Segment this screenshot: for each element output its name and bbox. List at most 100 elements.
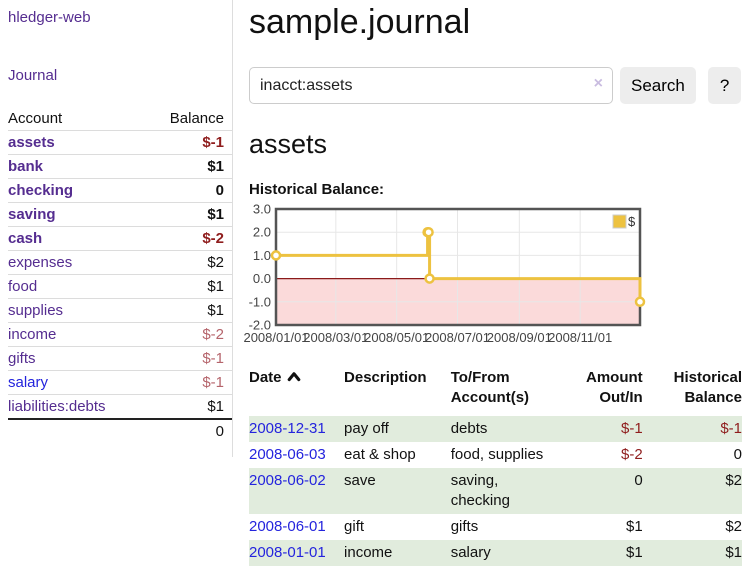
transaction-date-link[interactable]: 2008-12-31	[249, 420, 326, 437]
search-input-wrap: ×	[249, 67, 613, 104]
transaction-date-link[interactable]: 2008-06-01	[249, 518, 326, 535]
register-header-date[interactable]: Date	[249, 368, 344, 416]
main-content: sample.journal × Search ? assets Histori…	[243, 0, 742, 566]
register-row: 2008-12-31 pay off debts $-1 $-1	[249, 416, 742, 442]
account-link-checking[interactable]: checking	[8, 182, 74, 199]
transaction-balance: 0	[733, 446, 742, 463]
register-table-header-row: Date Description To/From Account(s) Amou…	[249, 368, 742, 416]
account-link-cash[interactable]: cash	[8, 230, 43, 247]
chevron-up-icon	[287, 372, 300, 382]
balance-chart: $3.0 2.0 1.0 0.0 -1.0 -2.02008/01/012008/03/0…	[243, 202, 646, 345]
account-row: checking 0	[8, 178, 232, 203]
transaction-accounts: food, supplies	[450, 446, 544, 463]
search-form: × Search ?	[249, 67, 742, 104]
accounts-header-account: Account	[8, 107, 145, 131]
account-row: food $1	[8, 274, 232, 299]
transaction-accounts: saving, checking	[450, 468, 564, 514]
svg-text:1.0: 1.0	[253, 248, 271, 263]
account-row: gifts $-1	[8, 346, 232, 371]
transaction-accounts: salary	[450, 540, 564, 566]
transaction-balance: $2	[650, 468, 742, 514]
transaction-balance: $2	[725, 518, 742, 535]
account-link-salary[interactable]: salary	[8, 374, 49, 391]
transaction-amount: $1	[563, 540, 651, 566]
account-row: supplies $1	[8, 298, 232, 323]
transaction-balance: $-1	[650, 416, 742, 442]
svg-text:2008/05/01: 2008/05/01	[364, 330, 429, 345]
transaction-date-link[interactable]: 2008-06-03	[249, 446, 326, 463]
transaction-date-link[interactable]: 2008-06-02	[249, 472, 326, 489]
account-link-food[interactable]: food	[8, 278, 38, 295]
register-row: 2008-06-03 eat & shop food, supplies $-2 0	[249, 442, 742, 468]
accounts-total-balance: 0	[144, 418, 232, 443]
register-rows: 2008-12-31 pay off debts $-1 $-1 2008-06-03 ea…	[249, 416, 742, 566]
register-row: 2008-01-01 income salary $1 $1	[249, 540, 742, 566]
accounts-total-row: 0	[8, 418, 232, 443]
chart-title: Historical Balance:	[249, 181, 385, 198]
account-row: income $-2	[8, 322, 232, 347]
search-button[interactable]: Search	[620, 67, 696, 104]
svg-text:2.0: 2.0	[253, 225, 271, 240]
account-row: expenses $2	[8, 250, 232, 275]
account-balance: $2	[144, 250, 232, 275]
brand-link[interactable]: hledger-web	[8, 9, 91, 26]
svg-text:$: $	[628, 214, 636, 229]
account-link-liabilities-debts[interactable]: liabilities:debts	[8, 398, 106, 415]
account-balance: $-2	[144, 322, 232, 347]
account-link-bank[interactable]: bank	[8, 158, 44, 175]
account-link-income[interactable]: income	[8, 326, 57, 343]
transaction-balance: $1	[650, 540, 742, 566]
accounts-table-header-row: Account Balance	[8, 107, 232, 131]
account-link-saving[interactable]: saving	[8, 206, 56, 223]
transaction-amount: $-2	[620, 446, 643, 463]
register-header-accounts: To/From Account(s)	[450, 369, 530, 406]
account-balance: $1	[144, 274, 232, 299]
account-link-supplies[interactable]: supplies	[8, 302, 64, 319]
register-row: 2008-06-02 save saving, checking 0 $2	[249, 468, 742, 514]
register-header-balance: Historical Balance	[673, 369, 742, 406]
svg-text:2008/09/01: 2008/09/01	[487, 330, 552, 345]
accounts-table: Account Balance assets $-1 bank $1 checking 0…	[8, 107, 232, 443]
account-row: cash $-2	[8, 226, 232, 251]
account-balance: $-1	[144, 370, 232, 395]
account-balance: $-1	[144, 346, 232, 371]
sidebar-item-journal[interactable]: Journal	[8, 67, 58, 84]
transaction-description: gift	[344, 518, 365, 535]
transaction-description: pay off	[344, 416, 451, 442]
app-window: hledger-web Journal Account Balance asse…	[0, 0, 742, 566]
search-input[interactable]	[249, 67, 613, 104]
account-row: assets $-1	[8, 130, 232, 155]
page-title: sample.journal	[249, 3, 471, 41]
transaction-description: income	[344, 540, 451, 566]
account-row: liabilities:debts $1	[8, 394, 232, 420]
account-link-gifts[interactable]: gifts	[8, 350, 36, 367]
register-table: Date Description To/From Account(s) Amou…	[249, 368, 742, 566]
transaction-accounts: gifts	[450, 518, 479, 535]
account-balance: $1	[144, 202, 232, 227]
clear-search-icon[interactable]: ×	[593, 75, 603, 92]
help-button[interactable]: ?	[707, 67, 742, 104]
sidebar: hledger-web Journal Account Balance asse…	[0, 0, 233, 457]
account-balance: $1	[144, 394, 232, 420]
svg-text:2008/07/01: 2008/07/01	[425, 330, 490, 345]
svg-text:-2.0: -2.0	[249, 318, 271, 333]
account-link-assets[interactable]: assets	[8, 134, 55, 151]
transaction-description: eat & shop	[344, 446, 416, 463]
account-rows: assets $-1 bank $1 checking 0 saving $1 cash $-2 e…	[8, 130, 232, 420]
transaction-accounts: debts	[450, 416, 564, 442]
account-balance: $1	[144, 154, 232, 179]
svg-text:2008/03/01: 2008/03/01	[303, 330, 368, 345]
account-row: salary $-1	[8, 370, 232, 395]
transaction-amount: $1	[625, 518, 643, 535]
transaction-date-link[interactable]: 2008-01-01	[249, 544, 326, 561]
register-header-description: Description	[344, 369, 427, 386]
svg-text:3.0: 3.0	[253, 202, 271, 217]
account-balance: $-1	[144, 130, 232, 155]
transaction-description: save	[344, 468, 451, 514]
transaction-amount: $-1	[563, 416, 651, 442]
accounts-header-balance: Balance	[144, 107, 232, 131]
account-link-expenses[interactable]: expenses	[8, 254, 73, 271]
account-balance: $1	[144, 298, 232, 323]
account-balance: $-2	[144, 226, 232, 251]
account-balance: 0	[144, 178, 232, 203]
